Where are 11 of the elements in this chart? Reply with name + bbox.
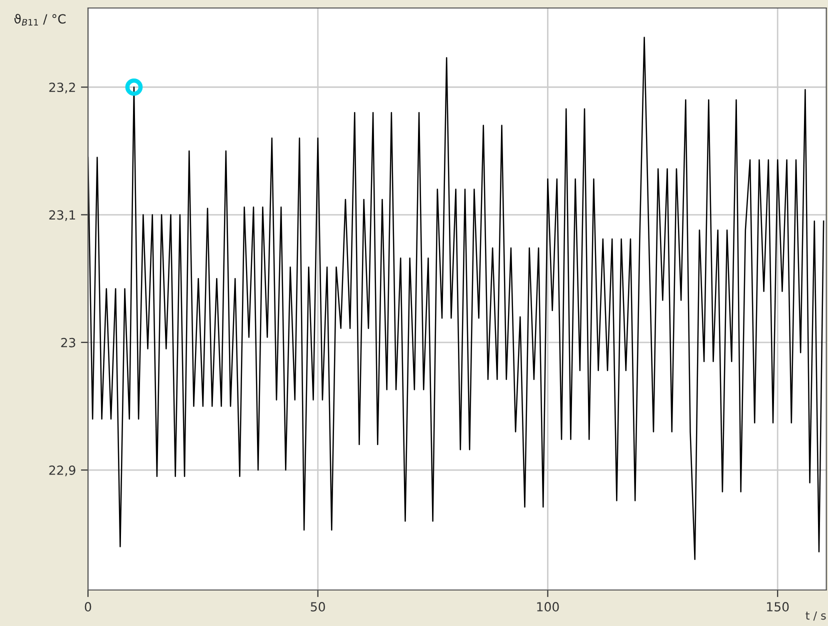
x-tick-label: 0 — [84, 602, 92, 612]
y-tick-label: 22,9 — [49, 466, 76, 476]
y-tick-label: 23,2 — [49, 82, 75, 94]
y-axis-title: ϑ$_{B11}$ / °C — [14, 14, 66, 26]
y-tick-label: 23 — [61, 338, 76, 348]
y-tick-label: 23,1 — [49, 210, 76, 221]
x-tick-label: 50 — [310, 602, 325, 612]
x-tick-label: 150 — [767, 602, 789, 612]
x-axis-title: t / s — [806, 611, 826, 621]
line-series — [88, 36, 824, 560]
x-tick-label: 100 — [537, 602, 559, 612]
